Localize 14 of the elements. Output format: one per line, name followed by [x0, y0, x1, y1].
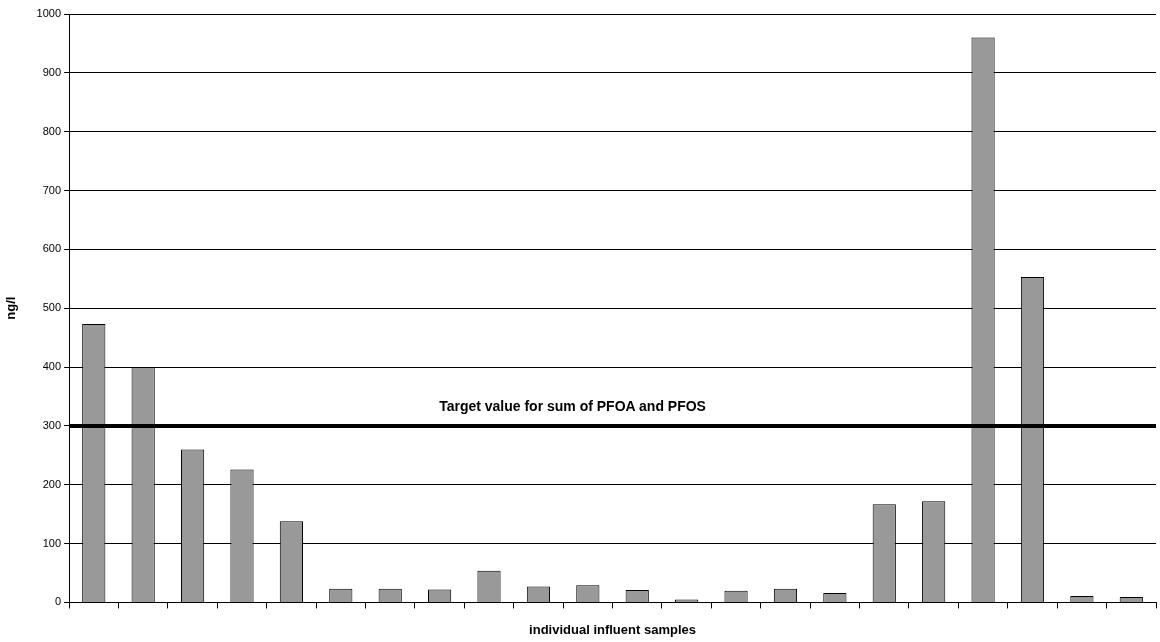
y-tick-label: 500 — [42, 301, 62, 314]
y-tick-label: 600 — [42, 242, 62, 255]
y-tick-label: 700 — [42, 183, 62, 196]
y-tick-label: 200 — [42, 477, 62, 490]
y-tick-label: 400 — [42, 360, 62, 373]
y-tick-label: 100 — [42, 536, 62, 549]
y-tick-label: 900 — [42, 65, 62, 78]
y-axis-title: ng/l — [3, 296, 19, 320]
ref-line-label: Target value for sum of PFOA and PFOS — [439, 397, 706, 414]
x-axis-title: individual influent samples — [529, 621, 696, 637]
y-tick-label: 0 — [54, 595, 62, 608]
y-tick-label: 1000 — [36, 7, 62, 20]
y-tick-label: 300 — [42, 418, 62, 431]
y-tick-label: 800 — [42, 124, 62, 137]
